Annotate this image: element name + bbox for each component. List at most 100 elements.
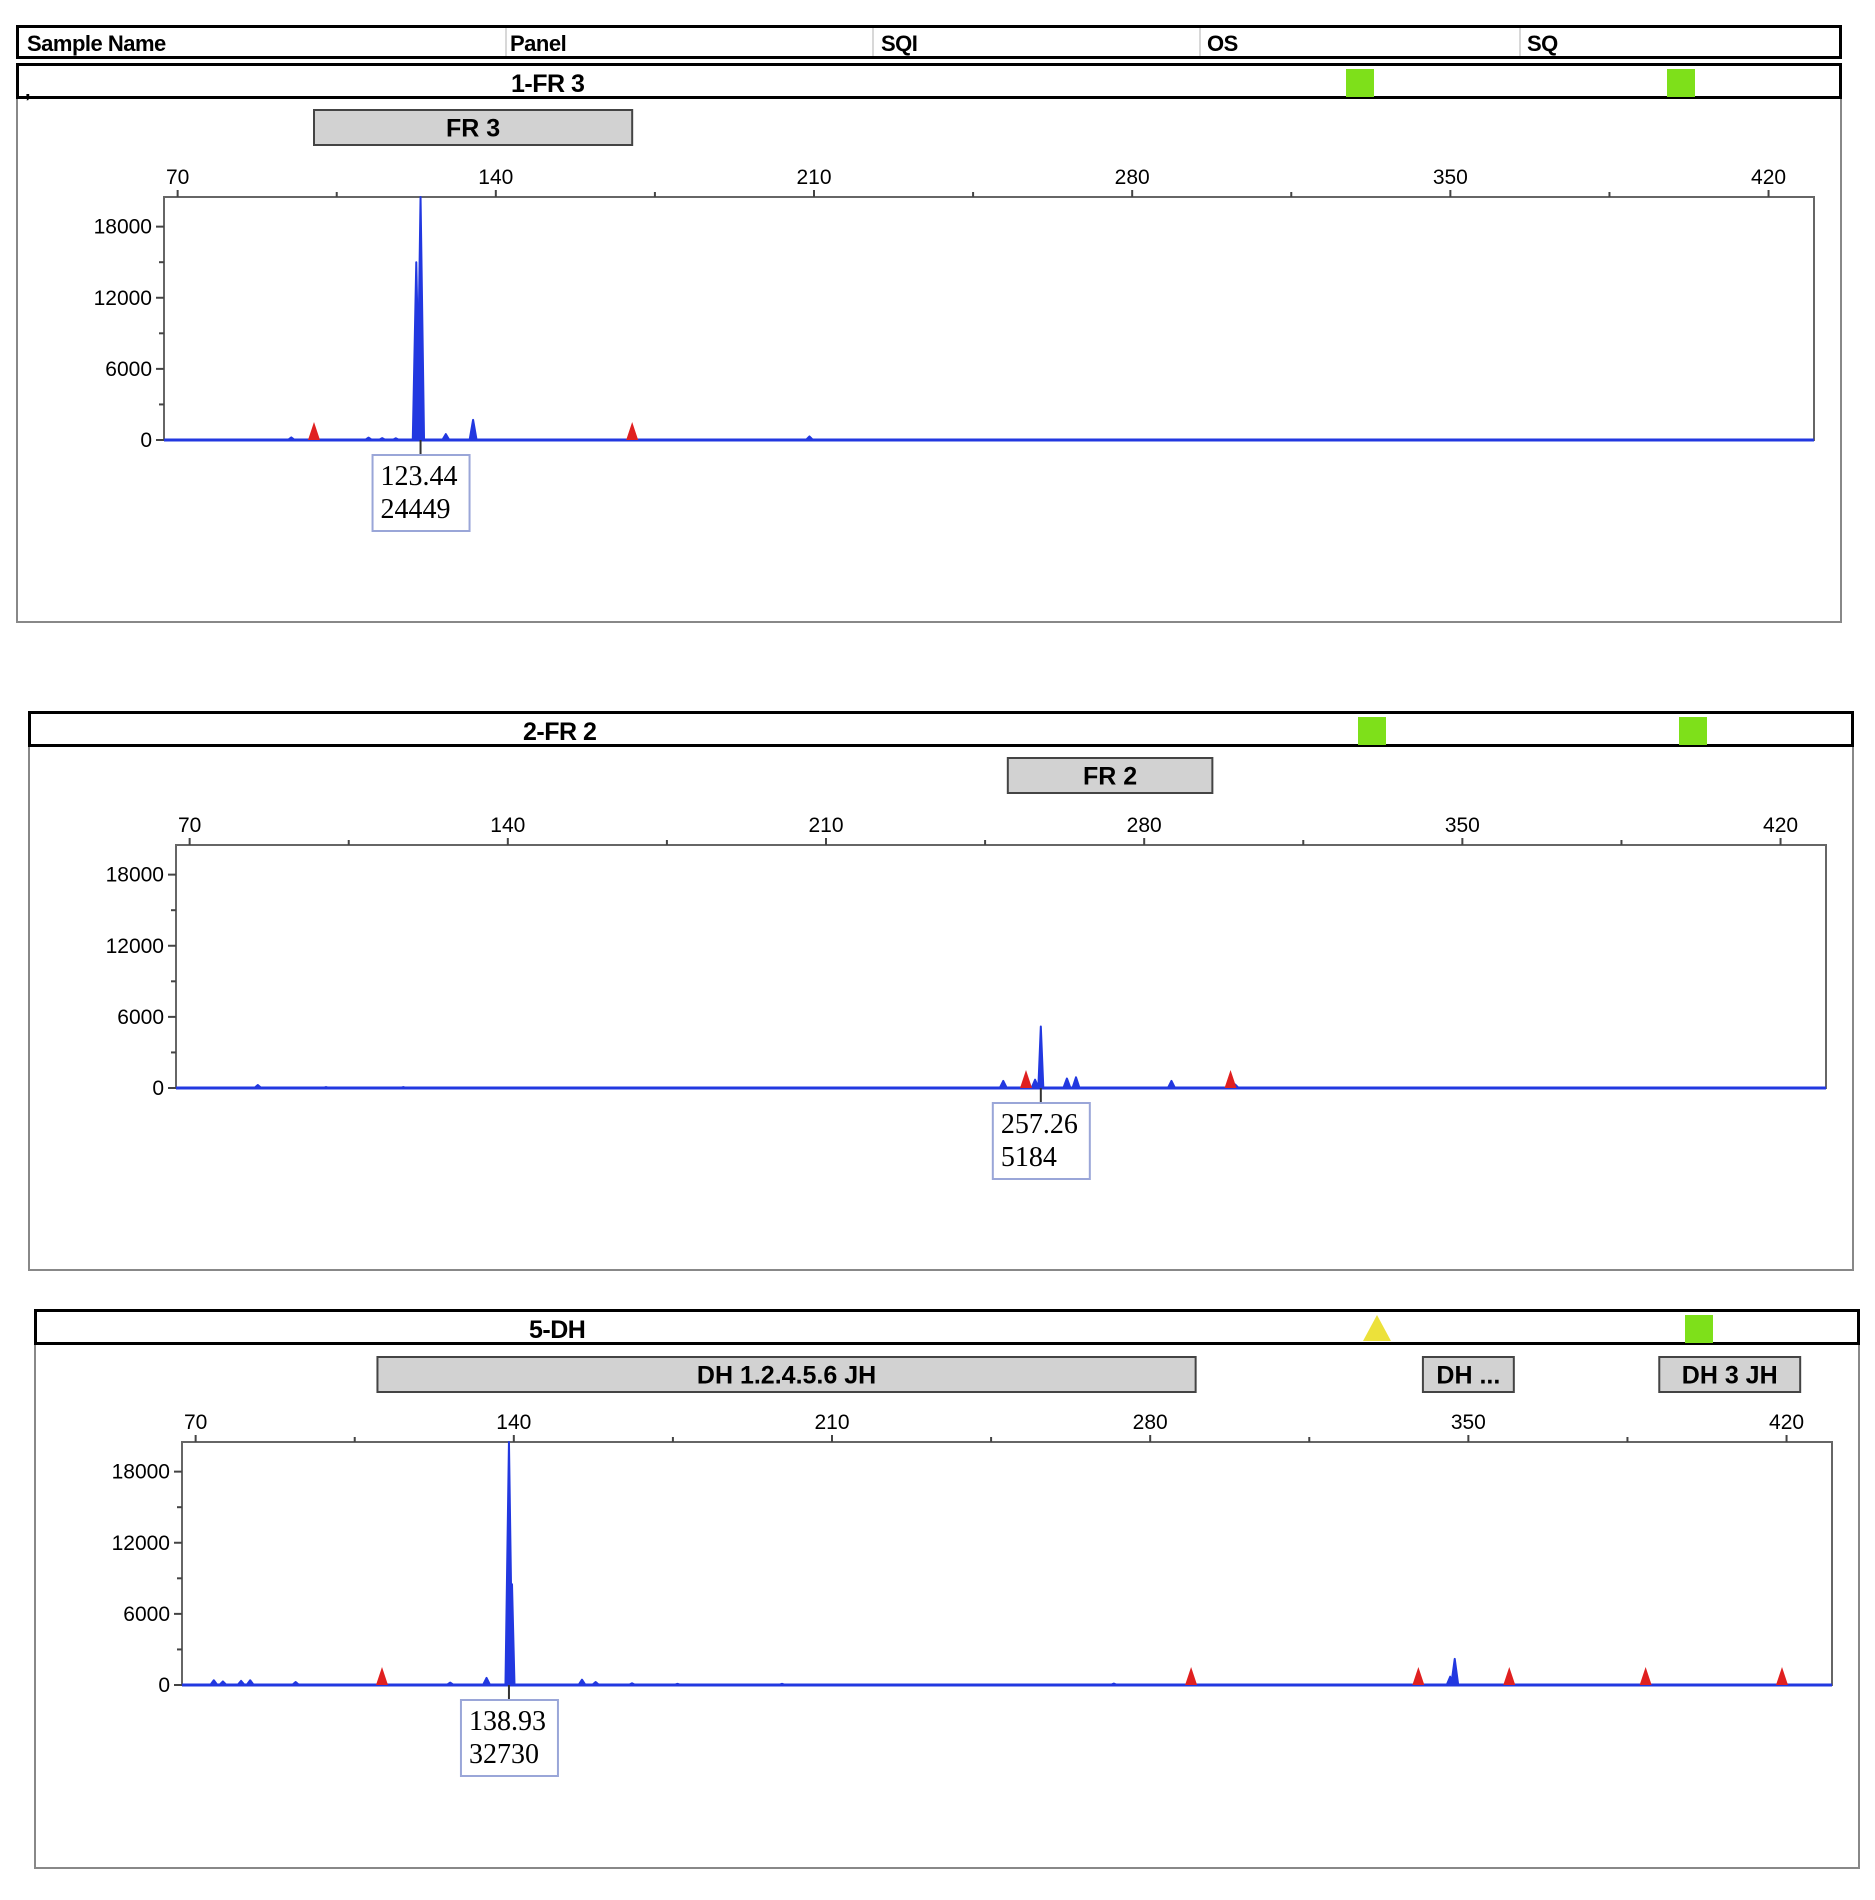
- size-standard-marker: [1185, 1667, 1198, 1685]
- plot-frame: [181, 1441, 1833, 1686]
- trace-peak: [468, 418, 478, 441]
- size-standard-marker: [626, 422, 639, 440]
- trace-peak: [1062, 1077, 1072, 1089]
- trace-peak: [391, 437, 401, 441]
- peak-callout-box: [371, 454, 471, 532]
- trace-peak: [377, 437, 387, 441]
- column-header-os[interactable]: OS: [1207, 31, 1238, 56]
- peak-height-label: 32730: [469, 1739, 539, 1770]
- electropherogram-panel-fr3: [16, 95, 1842, 623]
- trace-peak: [482, 1676, 492, 1686]
- sample-panel-label: 1-FR 3: [511, 70, 585, 98]
- trace-peak: [236, 1679, 246, 1686]
- y-tick-label: 6000: [117, 1006, 164, 1029]
- bin-box: [1421, 1356, 1515, 1393]
- trace-peak: [286, 436, 296, 441]
- trace-peak: [804, 435, 814, 441]
- x-tick-label: 420: [1751, 166, 1786, 189]
- x-tick-label: 70: [184, 1411, 207, 1434]
- size-standard-marker: [1776, 1667, 1788, 1685]
- electropherogram-panel-fr2: [28, 741, 1854, 1271]
- bin-label: DH ...: [1436, 1362, 1500, 1390]
- bin-label: FR 2: [1083, 763, 1137, 791]
- size-standard-marker: [1224, 1070, 1237, 1088]
- trace-peak: [416, 196, 426, 441]
- peak-callout-box: [459, 1699, 559, 1777]
- trace-peak: [672, 1682, 682, 1686]
- bin-box: [1006, 757, 1214, 794]
- bin-box: [313, 109, 634, 146]
- trace-peak: [1450, 1657, 1460, 1686]
- os-status-green-square: [1358, 717, 1386, 745]
- size-standard-marker: [308, 422, 320, 440]
- x-tick-label: 280: [1115, 166, 1150, 189]
- bin-label: DH 1.2.4.5.6 JH: [697, 1362, 876, 1390]
- size-standard-marker: [1639, 1667, 1652, 1685]
- trace-peak: [998, 1079, 1008, 1089]
- x-tick-label: 280: [1127, 814, 1162, 837]
- y-tick-label: 6000: [123, 1603, 170, 1626]
- sample-panel-label: 2-FR 2: [523, 718, 597, 746]
- trace-peak: [291, 1681, 301, 1686]
- y-tick-label: 0: [140, 429, 152, 452]
- y-tick-label: 12000: [94, 287, 152, 310]
- column-header-sqi[interactable]: SQI: [881, 31, 918, 56]
- x-tick-label: 140: [478, 166, 513, 189]
- trace-peak: [218, 1680, 228, 1686]
- x-tick-label: 210: [808, 814, 843, 837]
- trace-peak: [253, 1084, 263, 1089]
- size-standard-marker: [1412, 1667, 1425, 1685]
- x-tick-label: 350: [1445, 814, 1480, 837]
- plot-frame: [163, 196, 1815, 441]
- x-tick-label: 280: [1133, 1411, 1168, 1434]
- peak-size-label: 257.26: [1001, 1109, 1078, 1140]
- column-separator: [872, 28, 874, 56]
- y-tick-label: 0: [158, 1674, 170, 1697]
- x-tick-label: 420: [1769, 1411, 1804, 1434]
- trace-peak: [1445, 1675, 1455, 1686]
- y-tick-label: 18000: [106, 864, 164, 887]
- peak-size-label: 123.44: [381, 461, 458, 492]
- x-tick-label: 350: [1433, 166, 1468, 189]
- size-standard-marker: [1020, 1070, 1032, 1088]
- x-tick-label: 70: [178, 814, 201, 837]
- column-separator: [505, 28, 507, 56]
- y-tick-label: 0: [152, 1077, 164, 1100]
- peak-size-label: 138.93: [469, 1706, 546, 1737]
- y-tick-label: 18000: [94, 216, 152, 239]
- sample-row-dh[interactable]: 5-DH: [34, 1309, 1860, 1345]
- trace-peak: [1071, 1076, 1081, 1089]
- trace-peak: [209, 1679, 219, 1686]
- sample-name-value: ,: [25, 80, 31, 102]
- x-tick-label: 210: [814, 1411, 849, 1434]
- trace-peak: [591, 1681, 601, 1686]
- os-status-green-square: [1346, 69, 1374, 97]
- trace-peak: [1166, 1079, 1176, 1089]
- trace-peak: [577, 1678, 587, 1686]
- trace-peak: [627, 1682, 637, 1686]
- x-tick-label: 350: [1451, 1411, 1486, 1434]
- trace-peak: [1109, 1682, 1119, 1686]
- y-tick-label: 12000: [106, 935, 164, 958]
- plot-frame: [175, 844, 1827, 1089]
- bin-box: [376, 1356, 1197, 1393]
- trace-peak: [364, 436, 374, 441]
- trace-peak: [321, 1086, 331, 1089]
- y-tick-label: 12000: [112, 1532, 170, 1555]
- y-tick-label: 18000: [112, 1461, 170, 1484]
- column-separator: [1519, 28, 1521, 56]
- column-header-panel[interactable]: Panel: [510, 31, 567, 56]
- size-standard-marker: [376, 1667, 388, 1685]
- column-separator: [1199, 28, 1201, 56]
- column-header-sq[interactable]: SQ: [1527, 31, 1558, 56]
- column-header-sample-name[interactable]: Sample Name: [27, 31, 166, 56]
- sample-row-fr2[interactable]: 2-FR 2: [28, 711, 1854, 747]
- trace-peak: [245, 1679, 255, 1686]
- sample-panel-label: 5-DH: [529, 1316, 586, 1344]
- sample-row-fr3[interactable]: , 1-FR 3: [16, 63, 1842, 102]
- trace-peak: [777, 1682, 787, 1686]
- sq-status-green-square: [1667, 69, 1695, 97]
- x-tick-label: 420: [1763, 814, 1798, 837]
- os-status-yellow-triangle: [1363, 1315, 1391, 1341]
